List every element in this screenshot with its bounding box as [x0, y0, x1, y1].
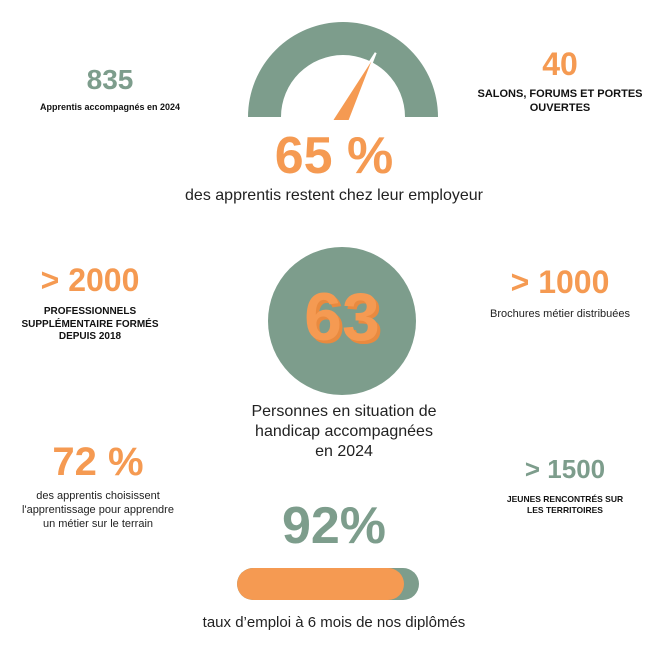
emploi-progress-track	[237, 568, 419, 600]
stat-professionnels-label-3: DEPUIS 2018	[58, 331, 122, 342]
stat-professionnels-value: > 2000	[40, 262, 140, 298]
stat-handicap-label-3: en 2024	[315, 443, 373, 460]
stat-jeunes-label-2: LES TERRITOIRES	[527, 504, 603, 515]
stat-handicap-label-2: handicap accompagnées	[255, 423, 433, 440]
gauge-arc	[248, 22, 438, 117]
stat-handicap-label: Personnes en situation de handicap accom…	[214, 402, 474, 462]
stat-handicap-label-1: Personnes en situation de	[251, 403, 437, 420]
stat-emploi-label: taux d’emploi à 6 mois de nos diplômés	[202, 614, 466, 631]
stat-choix-label-1: des apprentis choisissent	[36, 490, 160, 502]
stat-brochures: > 1000 Brochures métier distribuées	[460, 264, 660, 322]
stat-professionnels-label-1: PROFESSIONNELS	[43, 306, 137, 317]
stat-professionnels-label-2: SUPPLÉMENTAIRE FORMÉS	[21, 318, 159, 330]
stat-choix-label-2: l'apprentissage pour apprendre	[22, 503, 174, 516]
stat-professionnels: > 2000 PROFESSIONNELS SUPPLÉMENTAIRE FOR…	[0, 262, 180, 344]
stat-apprentis-label: Apprentis accompagnés en 2024	[39, 102, 181, 112]
stat-gauge-label: des apprentis restent chez leur employeu…	[185, 187, 483, 204]
stat-brochures-label: Brochures métier distribuées	[489, 308, 630, 320]
stat-jeunes-value: > 1500	[524, 454, 606, 484]
stat-salons-label: SALONS, FORUMS ET PORTES OUVERTES	[477, 88, 643, 114]
stat-apprentis: 835 Apprentis accompagnés en 2024	[10, 64, 210, 113]
stat-apprentis-value: 835	[86, 64, 134, 95]
gauge-chart	[248, 22, 438, 120]
stat-salons: 40 SALONS, FORUMS ET PORTES OUVERTES	[460, 46, 660, 116]
stat-handicap-value: 63	[304, 279, 380, 355]
stat-emploi-value: 92%	[281, 497, 387, 555]
stat-gauge-value: 65 %	[274, 127, 394, 185]
stat-choix: 72 % des apprentis choisissent l'apprent…	[0, 440, 196, 531]
stat-jeunes-label-1: JEUNES RENCONTRÉS SUR	[506, 494, 624, 504]
stat-brochures-value: > 1000	[510, 264, 610, 300]
stat-choix-label-3: un métier sur le terrain	[42, 517, 154, 530]
stat-choix-value: 72 %	[52, 440, 144, 484]
stat-jeunes: > 1500 JEUNES RENCONTRÉS SUR LES TERRITO…	[465, 454, 665, 515]
stat-salons-value: 40	[542, 46, 578, 82]
gauge-needle	[331, 52, 377, 120]
handicap-circle	[268, 247, 416, 395]
emploi-progress-fill	[237, 568, 405, 600]
